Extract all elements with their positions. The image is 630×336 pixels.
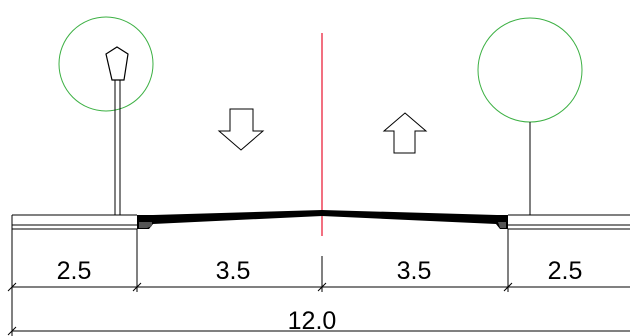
- road-pavement: [137, 210, 508, 229]
- right-sidewalk: [508, 214, 630, 230]
- dimension-right-lane: 3.5: [397, 257, 432, 285]
- street-lamp-icon: [105, 46, 129, 215]
- left-sidewalk: [11, 214, 137, 230]
- dimension-line-lanes: [7, 229, 630, 336]
- up-arrow-icon: [382, 112, 428, 154]
- dimension-right-sidewalk: 2.5: [548, 257, 583, 285]
- dimension-left-lane: 3.5: [216, 257, 251, 285]
- dimension-left-sidewalk: 2.5: [57, 257, 92, 285]
- down-arrow-icon: [217, 108, 265, 151]
- right-tree-icon: [477, 17, 583, 215]
- dimension-total: 12.0: [288, 307, 337, 335]
- left-tree-icon: [58, 16, 154, 112]
- dimension-line-total: [7, 326, 630, 336]
